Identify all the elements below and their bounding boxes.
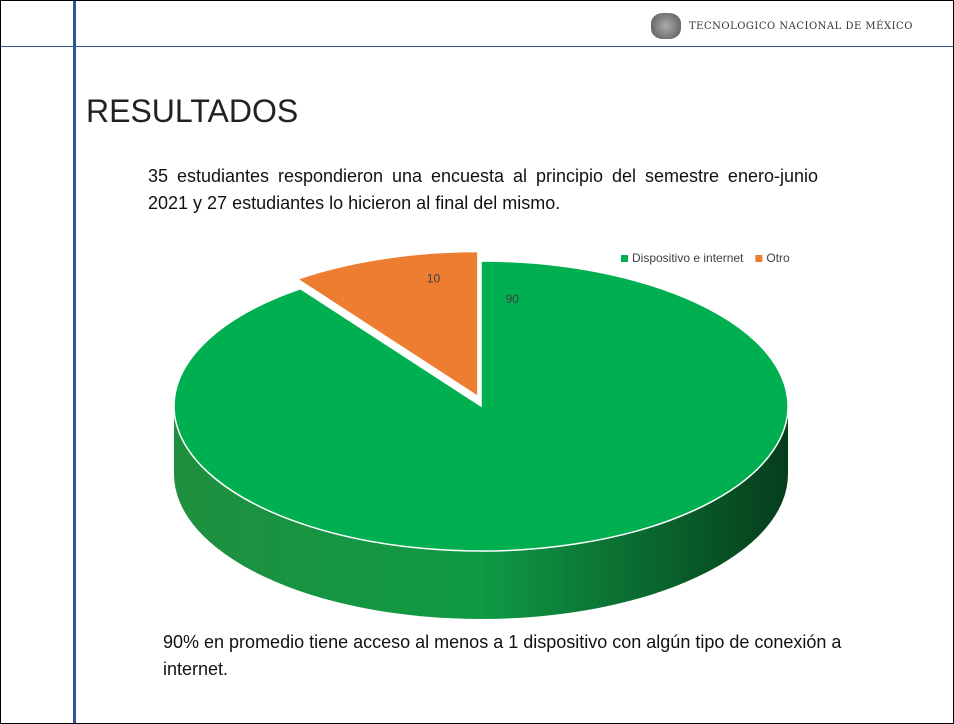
legend-label: Otro [766,251,790,265]
legend-swatch [755,255,763,262]
pie-side [174,406,788,619]
accent-line [73,1,76,723]
pie-slice [173,260,789,552]
conclusion-text: 90% en promedio tiene acceso al menos a … [163,632,842,679]
data-label: 90 [506,292,520,306]
header-line [1,46,953,47]
pie-slice [295,250,479,398]
logo-text: TECNOLOGICO NACIONAL DE MÉXICO [689,21,913,32]
data-label: 10 [427,271,441,285]
logo-icon [651,13,681,39]
slide-title: RESULTADOS [86,93,299,129]
legend-label: Dispositivo e internet [632,251,744,265]
intro-text: 35 estudiantes respondieron una encuesta… [148,166,818,213]
legend-swatch [621,255,628,262]
